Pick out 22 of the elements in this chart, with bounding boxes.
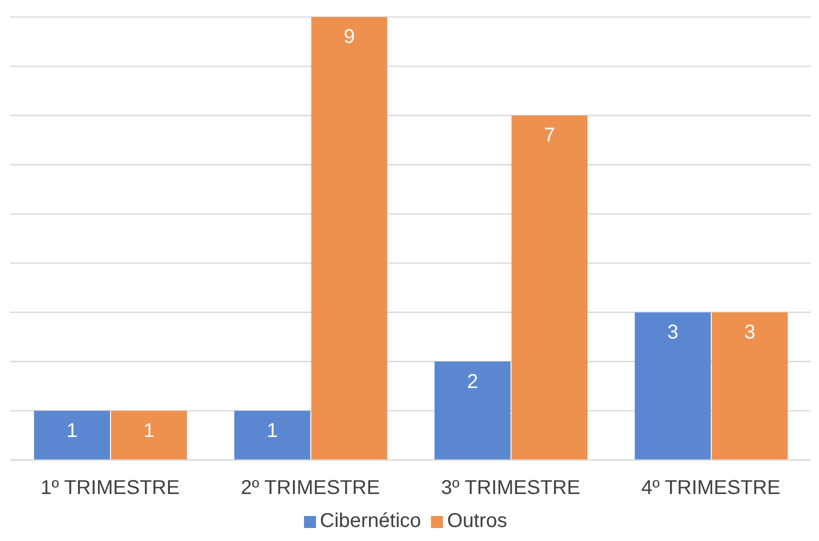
x-tick-label: 1º TRIMESTRE [40,477,180,500]
bar [34,410,110,460]
bar [712,312,788,460]
bar [234,410,310,460]
data-label: 3 [667,322,678,344]
data-label: 1 [266,420,278,442]
data-label: 9 [344,26,355,48]
data-label: 7 [544,124,556,147]
bar [311,17,388,460]
bar [512,115,588,460]
bar [111,410,188,460]
bar [634,312,711,460]
x-tick-label: 2º TRIMESTRE [240,477,380,500]
legend-label: Outros [447,510,508,532]
data-label: 3 [744,322,756,344]
bar [434,362,511,460]
data-label: 2 [466,370,478,393]
data-label: 1 [143,420,155,442]
x-tick-label: 3º TRIMESTRE [441,477,580,500]
x-tick-label: 4º TRIMESTRE [641,477,780,500]
data-label: 1 [66,420,78,442]
legend-label: Cibernético [320,510,422,532]
